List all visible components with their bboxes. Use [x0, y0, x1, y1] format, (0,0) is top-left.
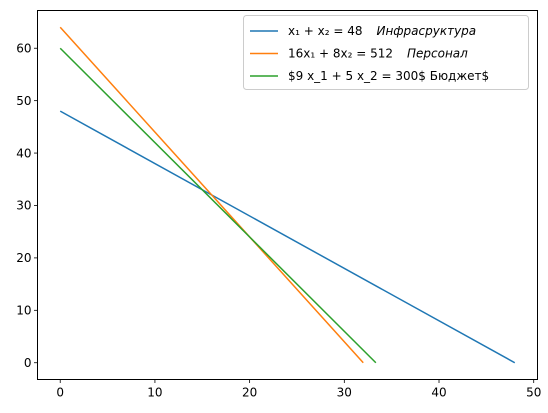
x-tick-label: 10: [147, 386, 162, 400]
legend-label-2: 16x₁ + 8x₂ = 512 Персонал: [288, 47, 468, 61]
y-tick-label: 60: [16, 41, 31, 55]
legend: x₁ + x₂ = 48 Инфрасруктура 16x₁ + 8x₂ = 51…: [244, 16, 529, 90]
y-tick-label: 50: [16, 94, 31, 108]
legend-label-3: $9 x_1 + 5 x_2 = 300$ Бюджет$: [288, 69, 489, 83]
y-tick-label: 10: [16, 304, 31, 318]
x-tick-label: 40: [431, 386, 446, 400]
x-tick-label: 50: [526, 386, 541, 400]
y-tick-label: 20: [16, 251, 31, 265]
x-tick-label: 0: [56, 386, 64, 400]
y-tick-label: 0: [24, 356, 32, 370]
legend-label-1: x₁ + x₂ = 48 Инфрасруктура: [288, 24, 476, 38]
y-tick-label: 30: [16, 199, 31, 213]
x-tick-label: 30: [337, 386, 352, 400]
y-tick-label: 40: [16, 146, 31, 160]
x-tick-label: 20: [242, 386, 257, 400]
